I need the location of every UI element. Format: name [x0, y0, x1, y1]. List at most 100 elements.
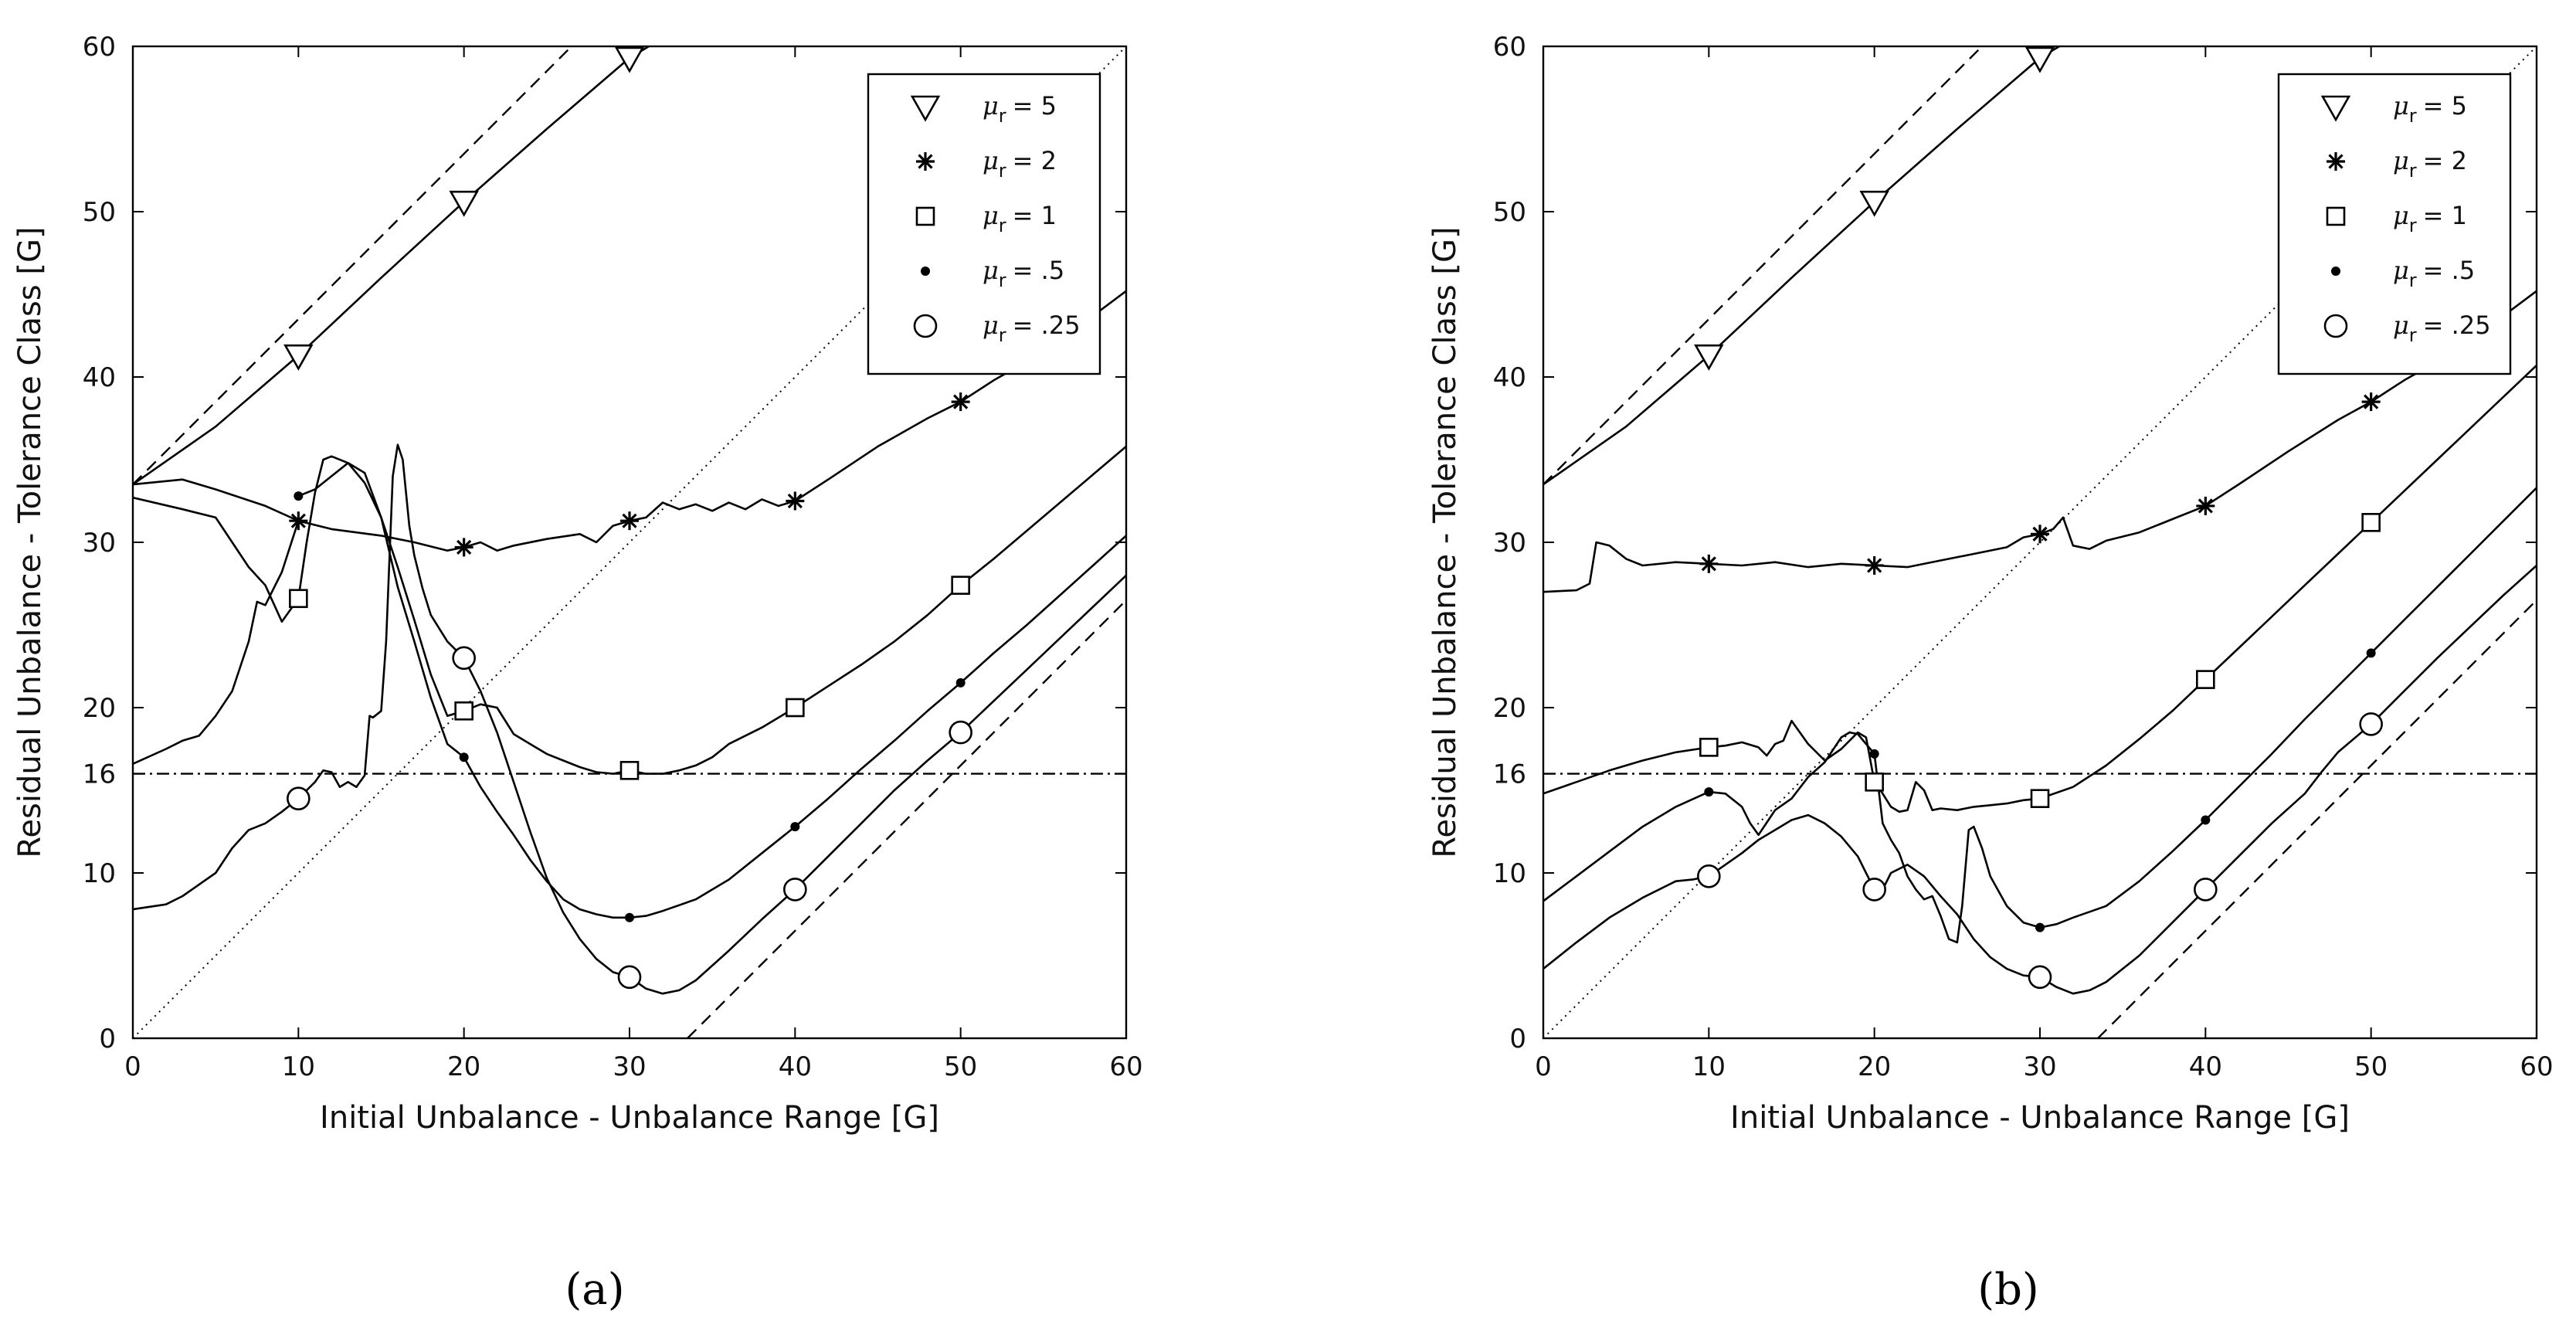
- series-line-2: [1543, 365, 2537, 813]
- y-tick-label: 16: [83, 759, 116, 790]
- data-marker-triangle-down: [614, 46, 645, 73]
- legend-marker-dot: [2331, 267, 2340, 276]
- x-tick-label: 50: [944, 1051, 977, 1082]
- x-tick-label: 0: [124, 1051, 141, 1082]
- x-tick-label: 40: [779, 1051, 812, 1082]
- legend-box: [2277, 73, 2512, 375]
- x-tick-label: 10: [1692, 1051, 1726, 1082]
- y-tick-label: 60: [83, 32, 116, 63]
- panel-label-a: (a): [565, 1265, 624, 1315]
- legend-label: μr = 1: [2393, 201, 2467, 236]
- legend-label: μr = 2: [2393, 146, 2467, 182]
- x-tick-label: 30: [2023, 1051, 2056, 1082]
- legend-label: μr = 2: [983, 146, 1057, 182]
- y-tick-label: 60: [1493, 32, 1526, 63]
- reference-line-upper-bound: [133, 46, 572, 485]
- data-marker-square: [619, 761, 640, 780]
- y-tick-label: 16: [1493, 759, 1526, 790]
- reference-line-lower-bound: [687, 599, 1126, 1038]
- x-tick-label: 50: [2354, 1051, 2388, 1082]
- data-marker-triangle-down: [2024, 46, 2055, 73]
- data-marker-asterisk: [289, 511, 308, 531]
- data-marker-asterisk: [951, 392, 970, 412]
- x-tick-label: 30: [613, 1051, 646, 1082]
- series-line-2: [133, 445, 1126, 775]
- y-tick-label: 50: [83, 197, 116, 228]
- data-marker-square: [2030, 789, 2050, 809]
- x-tick-label: 10: [282, 1051, 315, 1082]
- data-marker-asterisk: [786, 491, 805, 511]
- data-marker-square: [786, 698, 805, 718]
- series-line-0: [133, 46, 651, 486]
- legend-marker-square: [915, 206, 935, 226]
- data-marker-square: [2196, 670, 2215, 689]
- legend-label: μr = .5: [983, 256, 1064, 291]
- x-tick-label: 60: [2520, 1051, 2553, 1082]
- data-marker-circle: [783, 878, 807, 902]
- series-line-4: [297, 461, 1126, 919]
- data-marker-square: [454, 701, 473, 721]
- legend-label: μr = 5: [983, 91, 1057, 127]
- y-tick-label: 10: [83, 858, 116, 889]
- plot-area: [1543, 46, 2537, 1038]
- y-tick-label: 20: [1493, 693, 1526, 724]
- x-axis-label: Initial Unbalance - Unbalance Range [G]: [1730, 1100, 2350, 1136]
- data-marker-dot: [1704, 787, 1714, 797]
- data-marker-triangle-down: [283, 344, 314, 371]
- legend-label: μr = 1: [983, 201, 1057, 236]
- legend: μr = 5 μr = 2 μr = 1 μr = .5 μr = .25: [867, 73, 1101, 375]
- y-tick-label: 10: [1493, 858, 1526, 889]
- y-tick-label: 50: [1493, 197, 1526, 228]
- legend-marker-asterisk: [2327, 152, 2345, 171]
- y-tick-label: 40: [1493, 362, 1526, 393]
- data-marker-square: [1699, 738, 1719, 757]
- legend-marker-dot: [921, 267, 930, 276]
- chart-panel-b: 0 10 20 30 40 50 60 0 10 16 20 30 40 50 60 Initial Unba…: [1427, 32, 2554, 1136]
- data-marker-dot: [790, 822, 800, 832]
- data-marker-triangle-down: [449, 190, 479, 217]
- data-marker-asterisk: [1865, 555, 1884, 575]
- data-marker-dot: [1869, 749, 1879, 759]
- y-axis-label: Residual Unbalance - Tolerance Class [G]: [12, 226, 48, 857]
- data-marker-dot: [459, 752, 469, 762]
- data-marker-dot: [294, 491, 304, 501]
- x-tick-label: 20: [1858, 1051, 1891, 1082]
- legend-marker-triangle-down: [910, 95, 941, 122]
- x-tick-label: 20: [447, 1051, 480, 1082]
- data-marker-asterisk: [2196, 496, 2215, 515]
- data-marker-square: [2361, 513, 2381, 532]
- data-marker-circle: [617, 965, 642, 990]
- data-marker-circle: [2359, 712, 2383, 736]
- y-tick-label: 20: [83, 693, 116, 724]
- legend-marker-triangle-down: [2320, 95, 2351, 122]
- data-marker-asterisk: [2361, 392, 2381, 412]
- data-marker-circle: [2194, 878, 2218, 902]
- reference-line-upper-bound: [1543, 46, 1983, 485]
- x-tick-label: 60: [1109, 1051, 1142, 1082]
- series-line-1: [133, 290, 1126, 552]
- data-marker-circle: [2028, 965, 2052, 990]
- legend-label: μr = .25: [2393, 311, 2491, 346]
- legend: μr = 5 μr = 2 μr = 1 μr = .5 μr = .25: [2277, 73, 2512, 375]
- data-marker-dot: [2366, 648, 2376, 658]
- x-tick-label: 40: [2189, 1051, 2222, 1082]
- legend-marker-square: [2326, 206, 2346, 226]
- x-axis-label: Initial Unbalance - Unbalance Range [G]: [320, 1100, 939, 1136]
- y-tick-label: 0: [99, 1024, 116, 1054]
- reference-line-lower-bound: [2097, 599, 2537, 1038]
- y-tick-label: 40: [83, 362, 116, 393]
- data-marker-asterisk: [1699, 554, 1719, 573]
- series-line-1: [1543, 290, 2537, 593]
- legend-label: μr = .25: [983, 311, 1081, 346]
- data-marker-circle: [1862, 878, 1886, 902]
- data-marker-square: [289, 589, 308, 609]
- data-marker-asterisk: [2031, 525, 2049, 544]
- y-tick-label: 30: [1493, 528, 1526, 559]
- data-marker-circle: [949, 720, 972, 745]
- legend-marker-circle: [2323, 314, 2348, 338]
- series-line-0: [1543, 46, 2062, 486]
- series-line-4: [1543, 565, 2537, 995]
- data-marker-asterisk: [620, 511, 639, 531]
- data-marker-asterisk: [454, 538, 473, 557]
- legend-label: μr = .5: [2393, 256, 2475, 291]
